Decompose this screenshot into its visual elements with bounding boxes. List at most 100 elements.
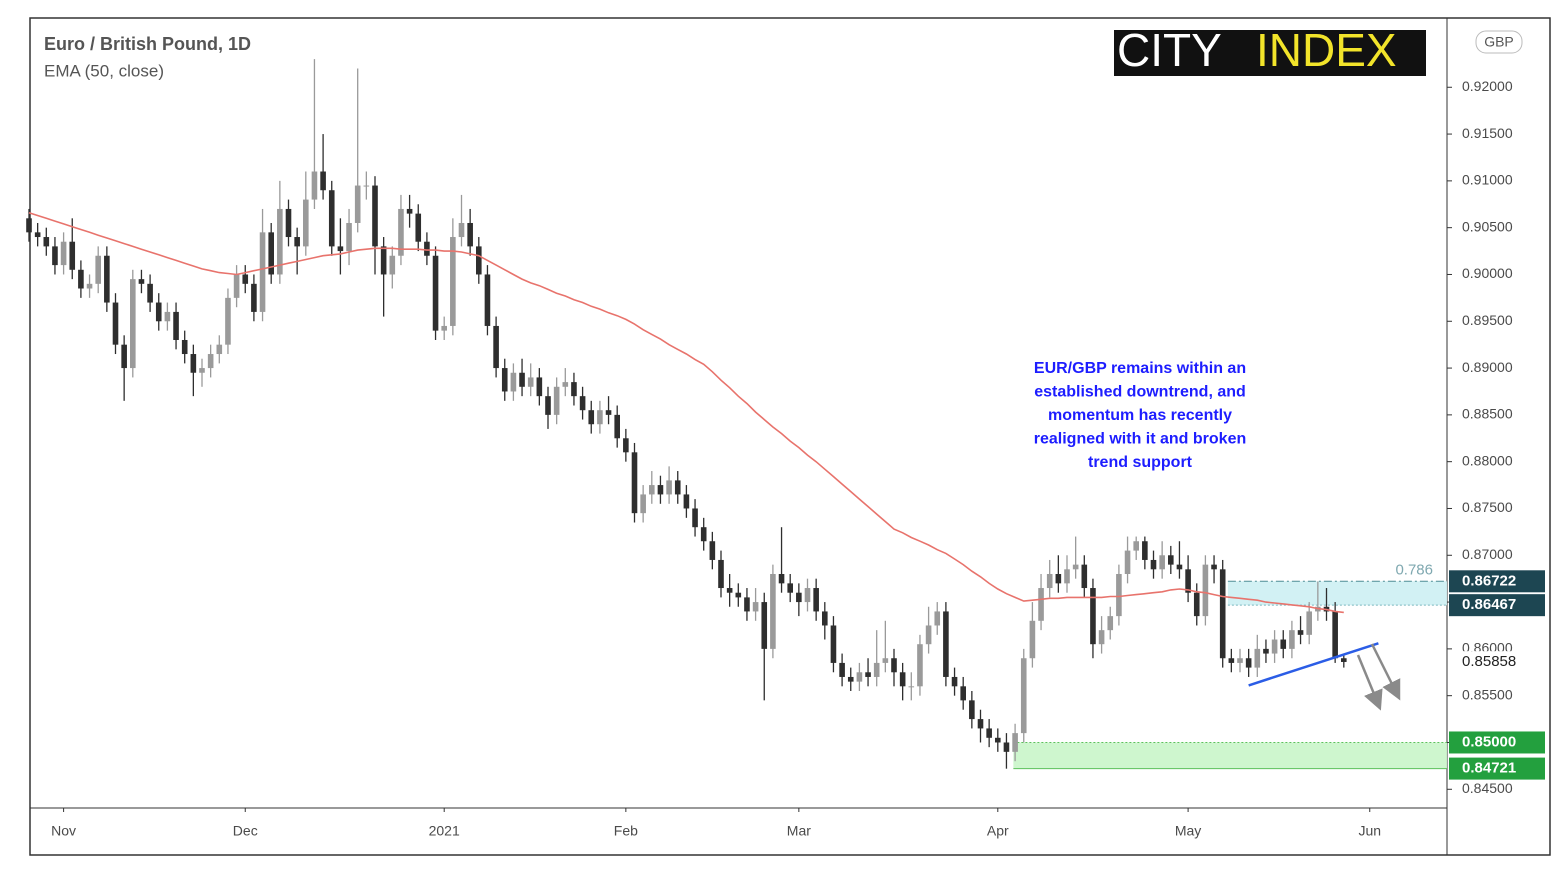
x-tick-label: May bbox=[1175, 823, 1201, 839]
candle-body bbox=[666, 480, 672, 495]
candle-body bbox=[43, 237, 50, 247]
candle-body bbox=[1072, 564, 1079, 570]
y-tick-label: 0.91000 bbox=[1462, 172, 1513, 188]
candle-body bbox=[398, 208, 404, 256]
candle-body bbox=[1038, 588, 1044, 621]
candle-body bbox=[173, 311, 179, 340]
candle-body bbox=[1245, 658, 1252, 668]
candle-body bbox=[960, 686, 966, 701]
candle-body bbox=[1185, 569, 1191, 593]
candle-body bbox=[199, 368, 205, 373]
logo-box bbox=[1114, 30, 1426, 76]
candle-body bbox=[510, 372, 517, 392]
candle-body bbox=[277, 208, 283, 275]
candle-body bbox=[1219, 569, 1226, 659]
candle-body bbox=[354, 185, 361, 223]
chart-title: Euro / British Pound, 1D bbox=[44, 34, 251, 54]
y-tick-label: 0.90000 bbox=[1462, 265, 1513, 281]
candle-body bbox=[26, 218, 32, 233]
candle-body bbox=[873, 662, 880, 677]
x-tick-label: Jun bbox=[1358, 823, 1381, 839]
candle-body bbox=[1012, 733, 1018, 752]
y-tick-label: 0.87500 bbox=[1462, 499, 1513, 515]
candle-body bbox=[865, 672, 871, 677]
candle-body bbox=[155, 302, 162, 322]
arrow bbox=[1356, 654, 1383, 711]
candle-body bbox=[623, 438, 629, 453]
annotation: trend support bbox=[1088, 454, 1193, 471]
candle-body bbox=[207, 354, 214, 369]
candle-body bbox=[432, 255, 439, 331]
candle-body bbox=[60, 241, 67, 266]
candle-body bbox=[899, 672, 906, 687]
candle-body bbox=[908, 686, 915, 688]
candle-body bbox=[337, 246, 344, 252]
candle-body bbox=[1168, 555, 1174, 565]
candle-body bbox=[1228, 658, 1235, 663]
candle-body bbox=[441, 325, 447, 331]
candle-body bbox=[545, 396, 551, 415]
candle-body bbox=[86, 283, 93, 289]
candle-body bbox=[571, 382, 577, 397]
zone bbox=[1227, 581, 1447, 606]
candle-body bbox=[796, 592, 802, 603]
fib-label: 0.786 bbox=[1395, 561, 1433, 578]
candle-body bbox=[847, 676, 854, 682]
candle-body bbox=[1090, 588, 1096, 645]
candle-body bbox=[700, 527, 707, 542]
candle-body bbox=[112, 302, 119, 345]
candle-body bbox=[1280, 639, 1287, 649]
price-badge bbox=[1449, 731, 1545, 754]
candle-body bbox=[735, 592, 742, 598]
candle-body bbox=[1332, 611, 1338, 659]
candle-body bbox=[787, 583, 793, 593]
candle-body bbox=[536, 377, 543, 397]
candle-body bbox=[1116, 573, 1122, 617]
y-tick-label: 0.84500 bbox=[1462, 780, 1513, 796]
candle-body bbox=[614, 414, 620, 439]
candle-body bbox=[458, 222, 465, 238]
candle-body bbox=[631, 452, 638, 514]
candle-body bbox=[562, 382, 569, 387]
candle-body bbox=[164, 311, 171, 322]
candle-body bbox=[726, 588, 733, 593]
x-tick-label: Nov bbox=[51, 823, 76, 839]
candle-body bbox=[415, 213, 422, 242]
candle-body bbox=[925, 625, 932, 645]
candle-body bbox=[1341, 658, 1347, 662]
annotation: EUR/GBP remains within an bbox=[1034, 360, 1246, 377]
candle-body bbox=[1029, 620, 1036, 659]
candle-body bbox=[934, 611, 941, 626]
candle-body bbox=[138, 279, 145, 284]
candle-body bbox=[1020, 658, 1027, 734]
ema-line bbox=[28, 211, 1344, 614]
candle-body bbox=[1107, 616, 1114, 631]
candle-body bbox=[822, 611, 828, 626]
candle-body bbox=[69, 241, 76, 270]
candle-body bbox=[294, 237, 300, 247]
price-badge bbox=[1449, 594, 1545, 617]
candle-body bbox=[1150, 559, 1157, 570]
candle-body bbox=[588, 410, 595, 425]
candle-body bbox=[1211, 564, 1217, 570]
candle-body bbox=[130, 279, 136, 369]
candle-body bbox=[1055, 573, 1062, 584]
candle-body bbox=[467, 222, 473, 247]
candle-body bbox=[519, 372, 525, 387]
candle-body bbox=[986, 728, 992, 738]
candle-body bbox=[709, 541, 716, 560]
y-tick-label: 0.90500 bbox=[1462, 218, 1513, 234]
candle-body bbox=[1202, 564, 1209, 617]
candle-body bbox=[1297, 630, 1304, 635]
candle-body bbox=[674, 480, 681, 495]
price-badge-label: 0.86722 bbox=[1462, 572, 1516, 589]
price-badge-label: 0.86467 bbox=[1462, 596, 1516, 613]
candle-body bbox=[692, 508, 698, 528]
x-tick-label: Dec bbox=[233, 823, 258, 839]
candle-body bbox=[52, 246, 58, 266]
candle-body bbox=[1306, 611, 1312, 635]
candle-body bbox=[761, 602, 768, 649]
candle-body bbox=[251, 283, 257, 312]
candle-body bbox=[1263, 648, 1269, 654]
candle-body bbox=[744, 597, 750, 612]
